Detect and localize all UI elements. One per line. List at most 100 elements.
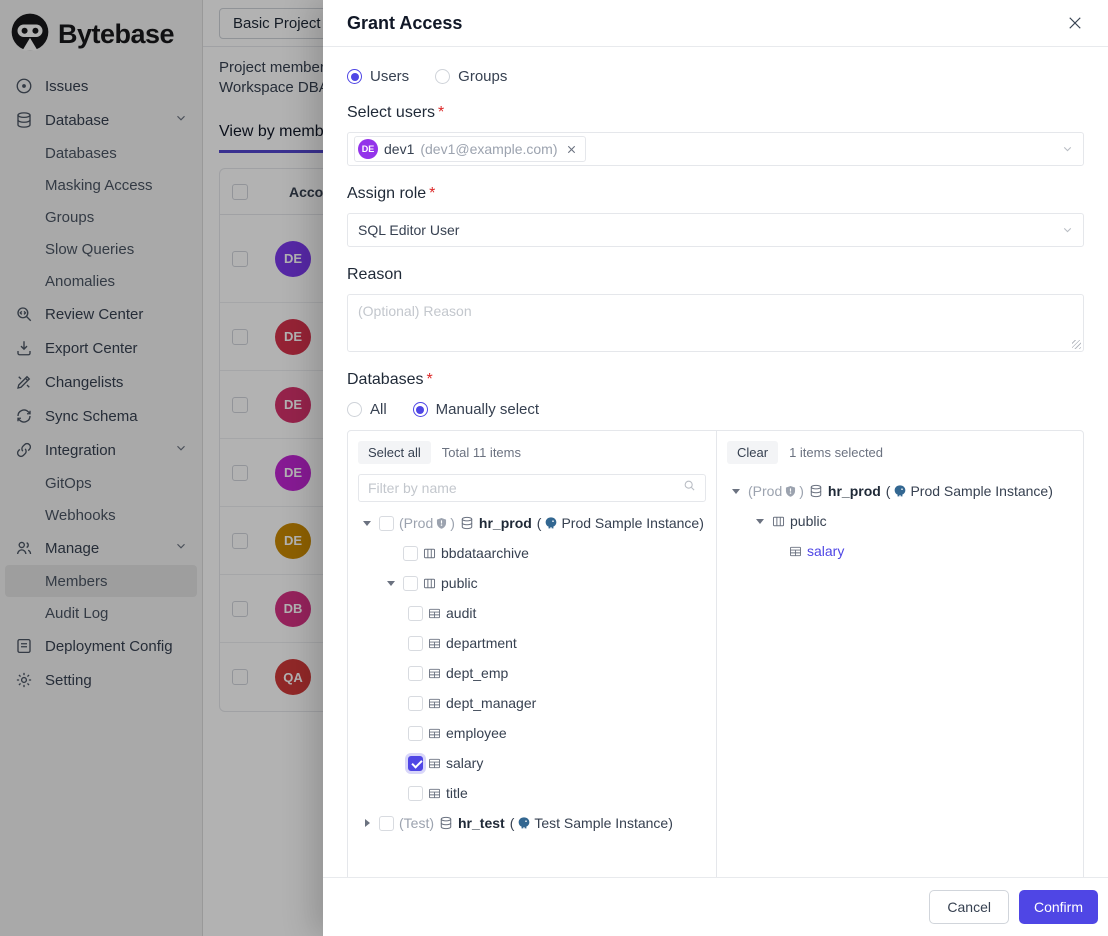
reason-textarea[interactable] (347, 294, 1084, 352)
remove-user-icon[interactable] (566, 144, 577, 155)
sidebar-item-audit-log[interactable]: Audit Log (45, 604, 109, 622)
selected-node-public[interactable]: public (727, 506, 1073, 536)
export-center-icon (14, 339, 33, 358)
table-icon (428, 697, 441, 710)
avatar: DE (275, 318, 311, 355)
select-all-checkbox[interactable] (232, 183, 248, 200)
sidebar-item-setting[interactable]: Setting (0, 663, 202, 697)
sidebar-item-issues[interactable]: Issues (0, 69, 202, 103)
tree-node-audit[interactable]: audit (358, 598, 706, 628)
checkbox[interactable] (408, 785, 423, 801)
tab-view-by-member[interactable]: View by memb (219, 123, 324, 153)
checkbox[interactable] (408, 665, 423, 681)
checkbox[interactable] (379, 515, 394, 531)
checkbox[interactable] (408, 605, 423, 621)
sidebar-item-database[interactable]: Database (0, 103, 202, 137)
assign-role-select[interactable]: SQL Editor User (347, 213, 1084, 247)
chevron-down-icon (174, 111, 188, 129)
radio-manual-control[interactable] (412, 402, 428, 417)
postgresql-icon (544, 516, 558, 530)
checkbox[interactable] (408, 725, 423, 741)
select-users-label: Select users * (347, 104, 445, 121)
selected-node-hr-prod[interactable]: (Prod) hr_prod (Prod Sample Instance) (727, 476, 1073, 506)
database-icon (14, 111, 33, 130)
database-picker-source-panel: Select all Total 11 items Filter by name… (348, 431, 717, 877)
row-checkbox[interactable] (232, 464, 248, 481)
checkbox-checked[interactable] (408, 755, 423, 771)
radio-users[interactable]: Users (347, 68, 409, 85)
tree-node-title[interactable]: title (358, 778, 706, 808)
row-checkbox[interactable] (232, 600, 248, 617)
shield-icon (435, 517, 448, 530)
close-icon[interactable] (1066, 14, 1084, 32)
sidebar-item-deployment-config[interactable]: Deployment Config (0, 629, 202, 663)
tree-node-employee[interactable]: employee (358, 718, 706, 748)
sidebar-item-manage[interactable]: Manage (0, 531, 202, 565)
sidebar-item-export-center[interactable]: Export Center (0, 331, 202, 365)
select-all-button[interactable]: Select all (358, 441, 431, 464)
checkbox[interactable] (403, 575, 418, 591)
caret-down-icon[interactable] (360, 520, 374, 526)
cancel-button[interactable]: Cancel (929, 890, 1009, 924)
caret-down-icon[interactable] (729, 488, 743, 494)
tree-node-salary[interactable]: salary (358, 748, 706, 778)
grant-access-modal: Grant Access Users Groups Select users * … (323, 0, 1108, 936)
checkbox[interactable] (379, 815, 394, 831)
tree-node-hr-test[interactable]: (Test) hr_test (Test Sample Instance) (358, 808, 706, 838)
caret-down-icon[interactable] (384, 580, 398, 586)
sidebar-item-anomalies[interactable]: Anomalies (45, 272, 116, 290)
chevron-down-icon (174, 441, 188, 459)
sidebar-item-groups[interactable]: Groups (45, 208, 95, 226)
checkbox[interactable] (408, 695, 423, 711)
row-checkbox[interactable] (232, 250, 248, 267)
select-users-input[interactable]: DE dev1 (dev1@example.com) (347, 132, 1084, 166)
sidebar-item-members[interactable]: Members (5, 565, 197, 597)
row-checkbox[interactable] (232, 669, 248, 685)
sidebar-item-webhooks[interactable]: Webhooks (45, 506, 116, 524)
sidebar-item-sync-schema[interactable]: Sync Schema (0, 399, 202, 433)
tree-node-public[interactable]: public (358, 568, 706, 598)
selected-node-salary[interactable]: salary (727, 536, 1073, 566)
shield-icon (784, 485, 797, 498)
tree-node-hr-prod[interactable]: (Prod) hr_prod (Prod Sample Instance) (358, 508, 706, 538)
radio-all-control[interactable] (347, 402, 362, 417)
confirm-button[interactable]: Confirm (1018, 890, 1098, 924)
tree-node-bbdataarchive[interactable]: bbdataarchive (358, 538, 706, 568)
manage-icon (14, 539, 33, 558)
sidebar-item-databases[interactable]: Databases (45, 144, 117, 162)
bytebase-logo-icon (10, 12, 50, 57)
assign-role-value: SQL Editor User (358, 222, 460, 238)
clear-button[interactable]: Clear (727, 441, 779, 464)
radio-manually-select[interactable]: Manually select (412, 401, 539, 418)
row-checkbox[interactable] (232, 532, 248, 549)
row-checkbox[interactable] (232, 328, 248, 345)
checkbox[interactable] (408, 635, 423, 651)
sidebar-item-changelists[interactable]: Changelists (0, 365, 202, 399)
sidebar-item-integration[interactable]: Integration (0, 433, 202, 467)
modal-header: Grant Access (323, 0, 1108, 47)
user-chip-email: (dev1@example.com) (420, 141, 558, 157)
filter-input[interactable]: Filter by name (358, 474, 706, 502)
sidebar-item-masking-access[interactable]: Masking Access (45, 176, 153, 194)
radio-groups-control[interactable] (435, 69, 451, 84)
row-checkbox[interactable] (232, 396, 248, 413)
radio-all-databases[interactable]: All (347, 401, 387, 418)
project-selector-button[interactable]: Basic Project (219, 7, 335, 39)
caret-down-icon[interactable] (753, 518, 767, 524)
sidebar-item-slow-queries[interactable]: Slow Queries (45, 240, 135, 258)
checkbox[interactable] (403, 545, 418, 561)
radio-groups[interactable]: Groups (435, 68, 507, 85)
sidebar-item-gitops[interactable]: GitOps (45, 474, 92, 492)
modal-title: Grant Access (347, 12, 463, 33)
tree-node-dept-manager[interactable]: dept_manager (358, 688, 706, 718)
radio-users-control[interactable] (347, 69, 362, 84)
selected-count-label: 1 items selected (789, 445, 884, 460)
setting-gear-icon (14, 671, 33, 690)
bytebase-logo[interactable]: Bytebase (0, 10, 202, 69)
caret-right-icon[interactable] (360, 819, 374, 827)
database-scope-radio-group: All Manually select (347, 401, 1084, 418)
tree-node-department[interactable]: department (358, 628, 706, 658)
tree-node-dept-emp[interactable]: dept_emp (358, 658, 706, 688)
chevron-down-icon (1061, 143, 1074, 156)
sidebar-item-review-center[interactable]: Review Center (0, 297, 202, 331)
